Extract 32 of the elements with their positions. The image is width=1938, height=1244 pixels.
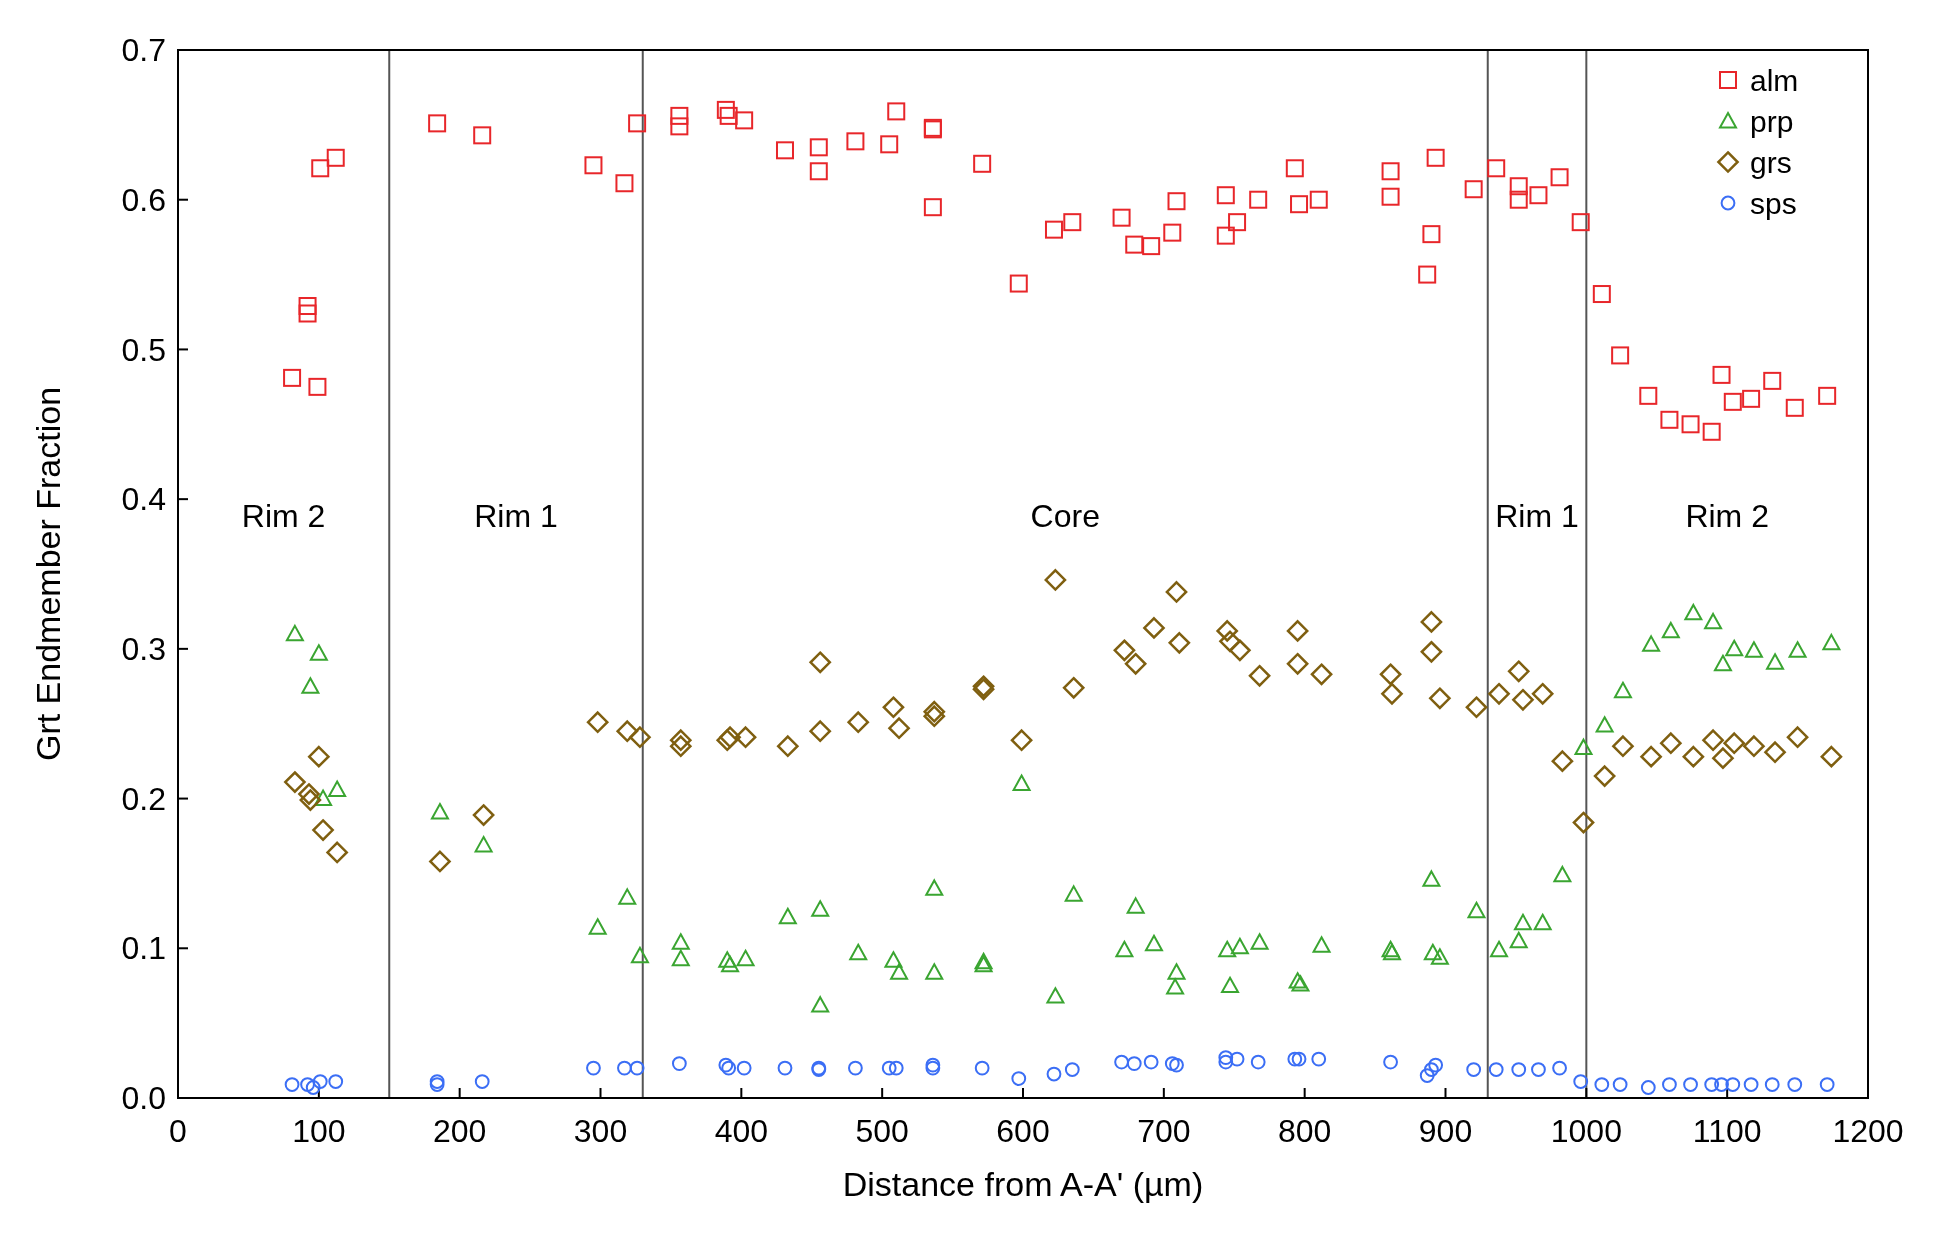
legend-label: sps — [1750, 186, 1797, 220]
x-tick-label: 500 — [855, 1113, 909, 1149]
x-tick-label: 1200 — [1832, 1113, 1904, 1149]
x-tick-label: 900 — [1418, 1113, 1473, 1149]
y-tick-label: 0.6 — [121, 181, 166, 218]
annotation: Core — [1030, 497, 1100, 534]
x-tick-label: 300 — [573, 1113, 628, 1149]
x-tick-label: 800 — [1277, 1113, 1332, 1149]
y-tick-label: 0.1 — [121, 930, 166, 967]
y-axis-title: Grt Endmember Fraction — [29, 386, 67, 762]
x-tick-label: 1000 — [1550, 1113, 1622, 1149]
annotation: Rim 1 — [474, 497, 558, 534]
annotation: Rim 1 — [1495, 497, 1579, 534]
y-tick-label: 0.4 — [121, 481, 166, 518]
annotation: Rim 2 — [1685, 497, 1769, 534]
y-tick-label: 0.3 — [121, 631, 166, 668]
x-tick-label: 100 — [292, 1113, 346, 1149]
legend-label: grs — [1750, 145, 1792, 179]
x-tick-label: 600 — [996, 1113, 1050, 1149]
y-tick-label: 0.0 — [121, 1080, 166, 1117]
y-tick-label: 0.5 — [121, 331, 166, 368]
x-tick-label: 0 — [169, 1113, 187, 1149]
x-tick-label: 700 — [1137, 1113, 1191, 1149]
x-tick-label: 1100 — [1692, 1113, 1762, 1149]
x-tick-label: 400 — [714, 1113, 769, 1149]
legend-label: alm — [1750, 63, 1799, 97]
y-tick-label: 0.2 — [121, 780, 166, 817]
x-tick-label: 200 — [432, 1113, 487, 1149]
y-tick-label: 0.7 — [121, 32, 166, 69]
legend-label: prp — [1750, 104, 1794, 138]
x-axis-title: Distance from A-A' (µm) — [842, 1165, 1204, 1203]
annotation: Rim 2 — [241, 497, 326, 534]
